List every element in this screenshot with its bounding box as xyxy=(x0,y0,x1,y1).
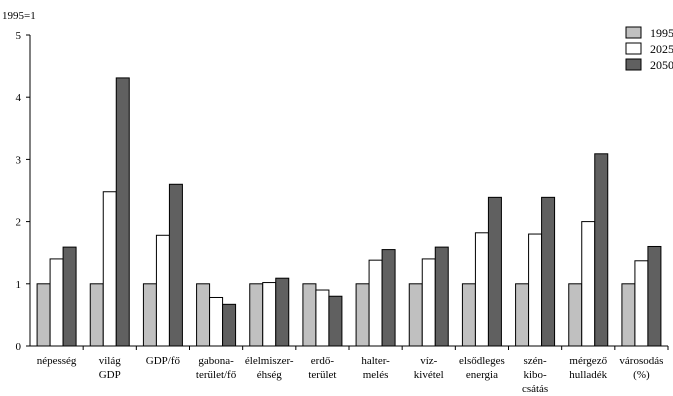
bar xyxy=(634,260,649,347)
bar xyxy=(222,303,237,347)
bar xyxy=(421,258,436,347)
legend-label: 2025 xyxy=(650,42,673,56)
legend: 1995 2025 2050 xyxy=(625,26,673,72)
bar xyxy=(89,283,104,347)
x-tick-label-line: éhség xyxy=(257,369,283,381)
x-tick-label: népesség xyxy=(37,355,77,367)
bar xyxy=(594,153,609,347)
bar xyxy=(196,283,211,347)
x-tick-label: GDP/fő xyxy=(146,355,181,367)
x-tick-label-line: kibo- xyxy=(523,369,547,381)
legend-label: 1995 xyxy=(650,26,673,40)
x-tick-label-line: GDP/fő xyxy=(146,355,181,367)
x-tick-label-line: csátás xyxy=(522,383,548,395)
bar xyxy=(275,277,290,347)
x-tick-label-line: szén- xyxy=(523,355,547,367)
y-tick-label: 1 xyxy=(16,279,22,291)
x-tick-label-line: (%) xyxy=(633,369,650,381)
x-tick-label: városodás (%) xyxy=(619,355,663,381)
x-tick-label: halter-melés xyxy=(361,355,390,381)
bar xyxy=(62,246,77,347)
bar xyxy=(461,283,476,347)
x-axis-labels: népesség világ GDP GDP/fő gabona-terület/fő é… xyxy=(37,355,664,395)
x-tick-label-line: népesség xyxy=(37,355,77,367)
y-tick-label: 2 xyxy=(16,217,22,229)
bar xyxy=(381,249,396,347)
bar xyxy=(515,283,530,347)
bar xyxy=(102,191,117,347)
bar xyxy=(249,283,264,347)
bar xyxy=(49,258,64,347)
x-tick-label: élelmiszer-éhség xyxy=(245,355,294,381)
bar xyxy=(408,283,423,347)
x-tick-label: szén-kibo-csátás xyxy=(522,355,548,395)
bar xyxy=(647,245,662,347)
x-tick-label-line: városodás xyxy=(619,355,663,367)
y-tick-label: 5 xyxy=(16,30,22,42)
bars xyxy=(36,77,662,347)
x-tick-label-line: halter- xyxy=(361,355,390,367)
bar xyxy=(355,283,370,347)
x-tick-label: elsődleges energia xyxy=(459,355,505,381)
y-axis-label: 1995=1 xyxy=(2,10,36,22)
bar xyxy=(621,283,636,347)
x-tick-label-line: élelmiszer- xyxy=(245,355,294,367)
x-tick-label-line: GDP xyxy=(99,369,121,381)
legend-label: 2050 xyxy=(650,58,673,72)
legend-swatch xyxy=(625,26,642,39)
bar xyxy=(434,246,449,347)
axes: 0 1 2 3 4 5 xyxy=(16,30,669,353)
bar xyxy=(115,77,130,347)
bar xyxy=(581,221,596,347)
x-tick-label: víz-kivétel xyxy=(414,355,444,381)
bar xyxy=(168,183,183,347)
legend-swatch xyxy=(625,42,642,55)
x-tick-label-line: melés xyxy=(363,369,389,381)
x-tick-label-line: energia xyxy=(466,369,498,381)
bar xyxy=(315,289,330,347)
bar xyxy=(541,196,556,347)
x-tick-label-line: elsődleges xyxy=(459,355,505,367)
y-tick-label: 4 xyxy=(16,92,22,104)
bar xyxy=(368,259,383,347)
x-tick-label-line: terület/fő xyxy=(196,369,237,381)
bar xyxy=(209,296,224,347)
x-tick-label-line: mérgező xyxy=(569,355,607,367)
bar xyxy=(487,196,502,347)
x-tick-label-line: víz- xyxy=(420,355,437,367)
bar xyxy=(528,233,543,347)
bar xyxy=(328,295,343,347)
x-tick-label-line: kivétel xyxy=(414,369,444,381)
x-tick-label-line: gabona- xyxy=(198,355,234,367)
x-tick-label-line: terület xyxy=(308,369,336,381)
x-tick-label: világ GDP xyxy=(99,355,122,381)
legend-swatch xyxy=(625,58,642,71)
x-tick-label: mérgező hulladék xyxy=(569,355,607,381)
bar xyxy=(302,283,317,347)
bar xyxy=(568,283,583,347)
bar xyxy=(474,232,489,347)
x-tick-label-line: erdő- xyxy=(311,355,335,367)
y-tick-label: 3 xyxy=(16,154,22,166)
bar xyxy=(36,283,51,347)
bar xyxy=(142,283,157,347)
x-tick-label: erdő-terület xyxy=(308,355,336,381)
x-tick-label: gabona-terület/fő xyxy=(196,355,237,381)
x-tick-label-line: világ xyxy=(99,355,121,367)
bar xyxy=(262,282,277,347)
bar xyxy=(155,234,170,347)
y-tick-label: 0 xyxy=(16,341,22,353)
x-tick-label-line: hulladék xyxy=(569,369,607,381)
